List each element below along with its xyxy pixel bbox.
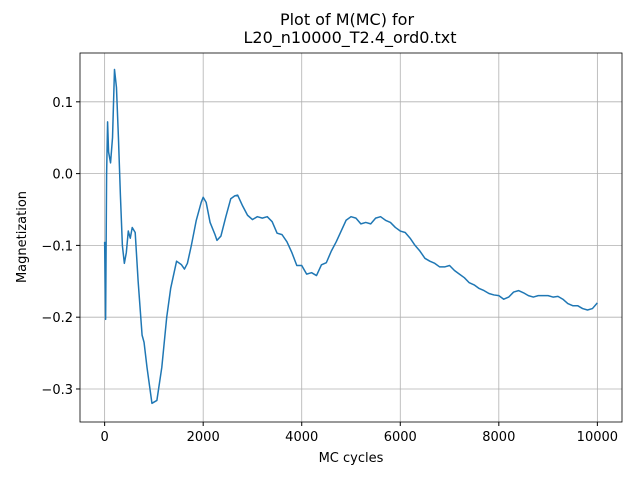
x-tick-label: 6000	[384, 430, 417, 445]
x-axis-label: MC cycles	[319, 451, 384, 466]
x-tick-label: 10000	[577, 430, 618, 445]
x-tick-label: 2000	[187, 430, 220, 445]
chart-title: L20_n10000_T2.4_ord0.txt	[243, 28, 456, 48]
chart-title: Plot of M(MC) for	[280, 10, 415, 29]
x-tick-label: 4000	[285, 430, 318, 445]
y-axis-label: Magnetization	[15, 191, 30, 283]
y-tick-label: 0.0	[52, 168, 73, 183]
y-tick-label: −0.1	[41, 239, 73, 254]
x-tick-label: 0	[100, 430, 108, 445]
x-tick-label: 8000	[482, 430, 515, 445]
data-line	[103, 68, 598, 405]
y-tick-label: −0.2	[41, 311, 73, 326]
y-tick-label: −0.3	[41, 383, 73, 398]
axes-frame	[79, 52, 623, 423]
y-tick-label: 0.1	[52, 96, 73, 111]
